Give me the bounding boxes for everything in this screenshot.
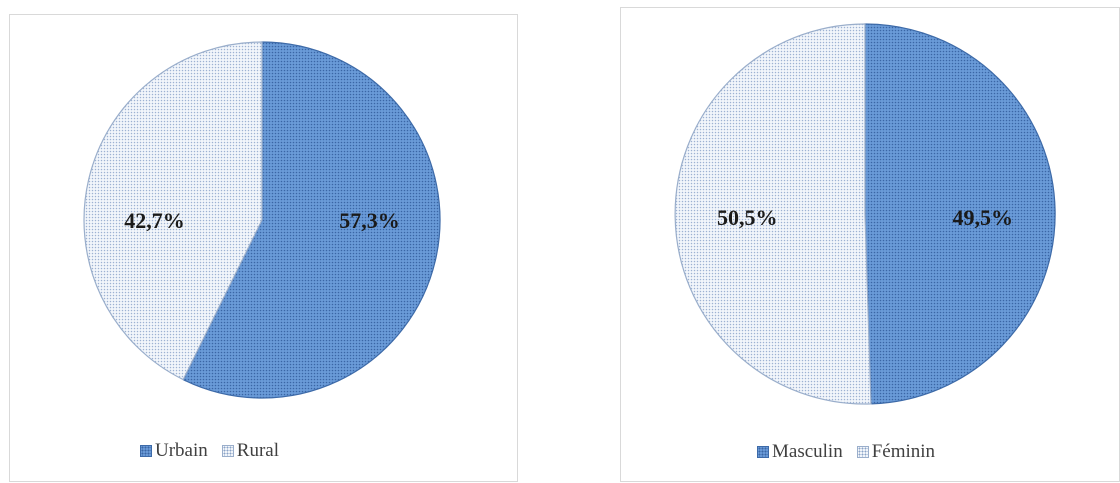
data-label-masculin: 49,5% [953, 205, 1014, 230]
legend-swatch-masculin [757, 446, 769, 458]
pie-chart-residence-plot: 57,3% 42,7% [83, 41, 441, 399]
legend-item-urbain: Urbain [140, 440, 208, 462]
legend-residence: Urbain Rural [140, 440, 279, 462]
legend-swatch-urbain [140, 445, 152, 457]
legend-sexe: Masculin Féminin [757, 441, 935, 463]
pie-slice-rural [83, 41, 263, 381]
pie-slice-masculin [864, 23, 1056, 405]
legend-item-rural: Rural [221, 440, 279, 462]
pie-chart-residence: 57,3% 42,7% Urbain Rural [9, 14, 518, 482]
legend-label-masculin: Masculin [772, 441, 843, 462]
data-label-urbain: 57,3% [339, 208, 400, 233]
legend-swatch-feminin [856, 446, 869, 458]
pie-chart-sexe: 49,5% 50,5% Masculin Féminin [620, 7, 1120, 482]
legend-item-masculin: Masculin [757, 441, 843, 463]
data-label-feminin: 50,5% [717, 205, 778, 230]
legend-label-feminin: Féminin [871, 441, 936, 462]
pie-slice-urbain [182, 41, 441, 399]
legend-label-urbain: Urbain [155, 440, 208, 461]
data-label-rural: 42,7% [124, 208, 185, 233]
legend-label-rural: Rural [236, 440, 279, 461]
pie-slice-feminin [674, 23, 872, 405]
legend-item-feminin: Féminin [856, 441, 936, 463]
pie-chart-sexe-plot: 49,5% 50,5% [674, 23, 1056, 405]
legend-swatch-rural [221, 445, 234, 457]
